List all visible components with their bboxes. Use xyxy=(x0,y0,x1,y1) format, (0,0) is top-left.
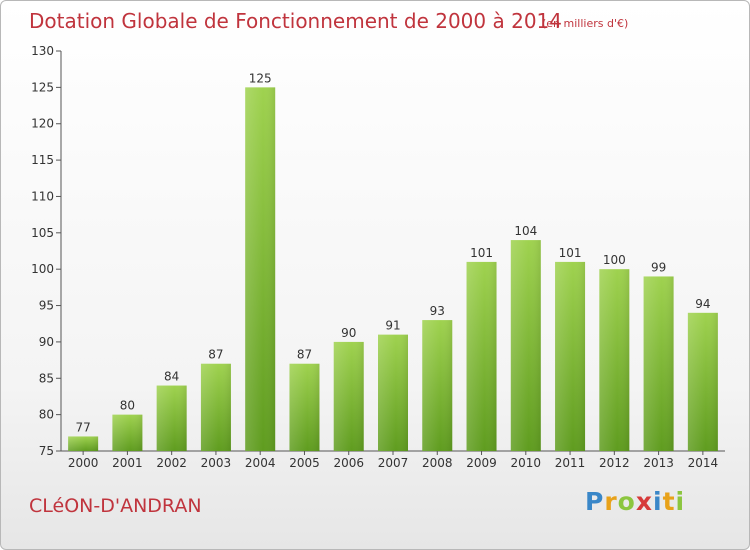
x-tick-label: 2004 xyxy=(245,456,276,470)
y-tick-label: 100 xyxy=(31,262,54,276)
logo-letter: r xyxy=(604,487,618,516)
logo-letter: o xyxy=(617,487,636,516)
x-tick-label: 2013 xyxy=(643,456,674,470)
bar-value-label: 77 xyxy=(75,420,90,434)
bar-shade xyxy=(422,320,453,451)
bar-shade xyxy=(687,312,718,451)
logo-letter: x xyxy=(635,487,653,516)
logo-letter: i xyxy=(675,487,686,516)
y-tick-label: 125 xyxy=(31,80,54,94)
unit-note: (en milliers d'€) xyxy=(542,17,629,30)
bar-shade xyxy=(378,334,408,451)
logo-letter: t xyxy=(662,487,676,516)
commune-name: CLéON-D'ANDRAN xyxy=(29,495,202,517)
x-tick-label: 2007 xyxy=(378,456,409,470)
x-tick-label: 2002 xyxy=(156,456,187,470)
proxiti-logo: Proxiti xyxy=(585,487,685,516)
x-tick-label: 2010 xyxy=(511,456,542,470)
x-tick-label: 2005 xyxy=(289,456,320,470)
bar-shade xyxy=(643,276,674,451)
y-tick-label: 105 xyxy=(31,226,54,240)
bar-shade xyxy=(599,269,630,451)
bar-value-label: 91 xyxy=(385,319,400,333)
y-tick-label: 80 xyxy=(39,408,54,422)
bar-value-label: 87 xyxy=(297,348,312,362)
x-tick-label: 2003 xyxy=(201,456,232,470)
bar-value-label: 93 xyxy=(430,304,445,318)
y-tick-label: 130 xyxy=(31,44,54,58)
bar-value-label: 100 xyxy=(603,253,626,267)
bar-value-label: 87 xyxy=(208,348,223,362)
y-tick-label: 110 xyxy=(31,189,54,203)
x-tick-label: 2011 xyxy=(555,456,586,470)
bar-value-label: 90 xyxy=(341,326,356,340)
logo-letter: P xyxy=(585,487,605,516)
x-tick-label: 2014 xyxy=(688,456,719,470)
bar-value-label: 101 xyxy=(470,246,493,260)
y-tick-label: 95 xyxy=(39,299,54,313)
x-tick-label: 2009 xyxy=(466,456,497,470)
bar-value-label: 104 xyxy=(514,224,537,238)
bar-shade xyxy=(68,436,99,451)
x-tick-label: 2006 xyxy=(333,456,364,470)
x-tick-label: 2008 xyxy=(422,456,453,470)
x-tick-label: 2001 xyxy=(112,456,143,470)
y-tick-label: 85 xyxy=(39,371,54,385)
bar-value-label: 125 xyxy=(249,71,272,85)
bar-shade xyxy=(112,414,143,451)
bar-value-label: 94 xyxy=(695,297,710,311)
y-tick-label: 90 xyxy=(39,335,54,349)
bar-shade xyxy=(466,261,497,451)
x-tick-label: 2012 xyxy=(599,456,630,470)
chart-title: Dotation Globale de Fonctionnement de 20… xyxy=(29,9,562,33)
bar-shade xyxy=(289,363,320,451)
bar-value-label: 84 xyxy=(164,370,179,384)
bar-shade xyxy=(555,261,586,451)
y-tick-label: 75 xyxy=(39,444,54,458)
bar-value-label: 101 xyxy=(559,246,582,260)
bar-shade xyxy=(200,363,231,451)
bar-shade xyxy=(510,240,541,451)
bar-value-label: 99 xyxy=(651,260,666,274)
y-tick-label: 115 xyxy=(31,153,54,167)
x-tick-label: 2000 xyxy=(68,456,99,470)
bar-value-label: 80 xyxy=(120,399,135,413)
y-tick-label: 120 xyxy=(31,117,54,131)
bar-shade xyxy=(156,385,187,451)
logo-letter: i xyxy=(653,487,663,516)
bar-shade xyxy=(333,341,364,451)
bar-shade xyxy=(245,87,276,451)
